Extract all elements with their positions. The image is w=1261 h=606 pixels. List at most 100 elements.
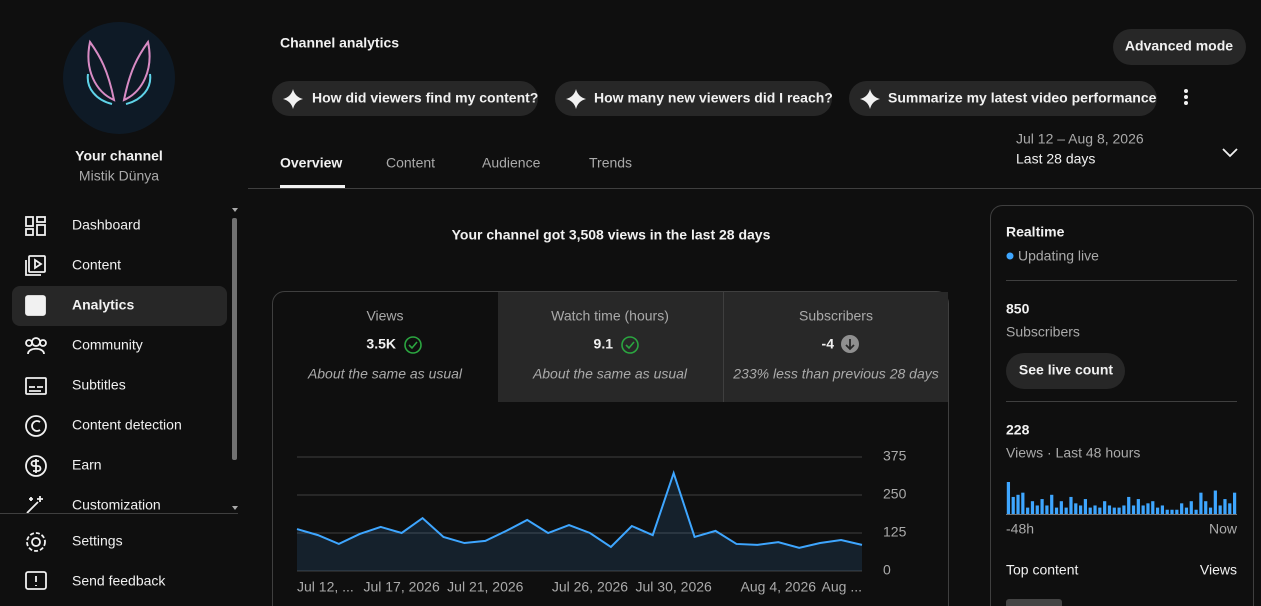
tab[interactable]: Audience (482, 155, 541, 171)
x-tick-label: Jul 26, 2026 (552, 579, 628, 595)
prompt-chip[interactable] (555, 81, 832, 116)
avatar[interactable] (63, 22, 175, 134)
tab-indicator (280, 185, 345, 188)
page-title: Channel analytics (280, 35, 399, 51)
tab[interactable]: Content (386, 155, 435, 171)
thumbnail[interactable] (1006, 599, 1062, 606)
bar (1059, 501, 1063, 514)
more-menu[interactable] (1184, 89, 1188, 105)
prompt-chip[interactable] (272, 81, 538, 116)
bar (1122, 505, 1126, 514)
bar (1141, 505, 1145, 514)
footer-item[interactable]: Settings (72, 533, 123, 549)
bar (1117, 507, 1121, 514)
nav-item[interactable]: Content detection (72, 417, 182, 433)
footer-item[interactable]: Send feedback (72, 573, 166, 589)
x-tick-label: Jul 17, 2026 (363, 579, 439, 595)
x-tick-label: Jul 12, ... (297, 579, 354, 595)
prompt-label: How many new viewers did I reach? (594, 90, 833, 106)
bar (1030, 501, 1035, 514)
bar (1069, 496, 1073, 514)
metric-note: About the same as usual (532, 366, 688, 382)
nav-item[interactable]: Content (72, 257, 121, 273)
y-tick-label: 250 (883, 486, 907, 502)
nav-item[interactable]: Analytics (72, 297, 134, 313)
tab[interactable]: Trends (589, 155, 632, 171)
nav-item[interactable]: Subtitles (72, 377, 126, 393)
bar (1040, 499, 1044, 514)
bar (1136, 499, 1140, 514)
bar (1184, 507, 1189, 514)
bar (1064, 507, 1068, 514)
realtime-status: Updating live (1018, 248, 1099, 264)
bar (1074, 503, 1078, 514)
bar (1107, 505, 1112, 514)
bar (1204, 501, 1208, 514)
line (296, 469, 863, 549)
x-tick-label: Jul 21, 2026 (447, 579, 523, 595)
x-tick-label: Aug ... (822, 579, 862, 595)
metric-note: 233% less than previous 28 days (732, 366, 938, 382)
advanced-mode-button[interactable] (1113, 29, 1246, 65)
tabs-divider (248, 188, 1261, 189)
bar (1194, 509, 1198, 514)
metric-divider (723, 292, 724, 402)
bar (1050, 494, 1054, 514)
views-column-label: Views (1200, 562, 1237, 578)
date-range: Jul 12 – Aug 8, 2026 (1016, 131, 1144, 147)
nav-item[interactable]: Community (72, 337, 143, 353)
live-count-label: See live count (1019, 362, 1113, 378)
bar (1199, 492, 1203, 514)
prompt-label: Summarize my latest video performance (888, 90, 1157, 106)
bar (1175, 509, 1179, 514)
bar (1088, 507, 1092, 514)
bar (1213, 490, 1217, 514)
nav-icons (25, 216, 47, 590)
sidebar-divider (0, 513, 238, 514)
bar (1016, 494, 1020, 514)
bar (1103, 501, 1107, 514)
channel-name: Mistik Dünya (79, 168, 159, 184)
bar (1146, 503, 1150, 514)
tab[interactable]: Overview (280, 155, 342, 171)
scrollbar[interactable] (232, 218, 237, 460)
metric-label[interactable]: Views (366, 308, 403, 324)
divider (1006, 401, 1237, 402)
nav-active-bg (12, 286, 227, 326)
x-tick-label: -48h (1006, 521, 1034, 537)
bar (1218, 505, 1222, 514)
sparkle-icons (283, 89, 880, 109)
period-dropdown[interactable] (1222, 148, 1238, 158)
bar (1160, 505, 1165, 514)
metric-value: -4 (822, 336, 835, 352)
bar (1054, 507, 1059, 514)
nav-item[interactable]: Earn (72, 457, 102, 473)
period[interactable]: Last 28 days (1016, 151, 1095, 167)
divider (1006, 280, 1237, 281)
metric-label[interactable]: Subscribers (799, 308, 873, 324)
channel-label: Your channel (75, 148, 163, 164)
subscriber-label: Subscribers (1006, 324, 1080, 340)
views-label: Views · Last 48 hours (1006, 445, 1140, 461)
bar (1021, 492, 1025, 514)
bar (1112, 507, 1116, 514)
bar (1083, 499, 1088, 514)
status-icons (404, 335, 859, 354)
metric-value: 9.1 (594, 336, 614, 352)
bar (1026, 507, 1030, 514)
live-count-button[interactable] (1006, 353, 1125, 389)
realtime-panel (990, 205, 1254, 606)
summary-heading: Your channel got 3,508 views in the last… (452, 227, 771, 243)
y-tick-label: 375 (883, 448, 907, 464)
nav-item[interactable]: Dashboard (72, 217, 141, 233)
bar (1228, 503, 1232, 514)
advanced-mode-label: Advanced mode (1125, 38, 1233, 54)
prompt-chip[interactable] (849, 81, 1157, 116)
area (297, 473, 862, 571)
bar (1189, 501, 1193, 514)
x-tick-label: Now (1209, 521, 1238, 537)
metric-label[interactable]: Watch time (hours) (551, 308, 669, 324)
nav-item[interactable]: Customization (72, 497, 161, 513)
